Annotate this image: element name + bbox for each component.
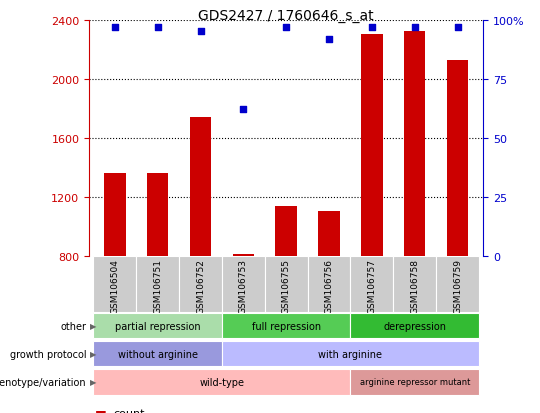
Bar [350,256,393,312]
Bar [104,173,125,256]
Bar [93,341,222,367]
Text: GSM106758: GSM106758 [410,259,419,314]
Point [239,107,248,114]
Bar [222,256,265,312]
Point [111,24,119,31]
Bar [222,341,479,367]
Point [453,24,462,31]
Bar [350,313,479,339]
Bar [93,313,222,339]
Text: GDS2427 / 1760646_s_at: GDS2427 / 1760646_s_at [198,9,374,23]
Text: wild-type: wild-type [199,377,245,387]
Text: ▶: ▶ [90,321,97,330]
Text: GSM106756: GSM106756 [325,259,334,314]
Text: growth protocol: growth protocol [10,349,86,359]
Bar [361,36,383,256]
Point [153,24,162,31]
Text: without arginine: without arginine [118,349,198,359]
Text: ■: ■ [94,407,106,413]
Text: with arginine: with arginine [319,349,382,359]
Text: GSM106759: GSM106759 [453,259,462,314]
Text: GSM106753: GSM106753 [239,259,248,314]
Bar [319,212,340,256]
Bar [393,256,436,312]
Bar [222,313,350,339]
Bar [190,118,211,256]
Bar [350,369,479,395]
Bar [308,256,350,312]
Text: GSM106757: GSM106757 [367,259,376,314]
Bar [447,60,468,256]
Text: partial repression: partial repression [115,321,200,331]
Bar [436,256,479,312]
Text: other: other [60,321,86,331]
Text: derepression: derepression [383,321,446,331]
Bar [93,369,350,395]
Text: ▶: ▶ [90,349,97,358]
Bar [179,256,222,312]
Text: GSM106752: GSM106752 [196,259,205,313]
Text: ▶: ▶ [90,377,97,387]
Point [325,36,333,43]
Bar [136,256,179,312]
Bar [275,206,297,256]
Text: arginine repressor mutant: arginine repressor mutant [360,377,470,387]
Point [196,29,205,36]
Text: full repression: full repression [252,321,321,331]
Point [368,24,376,31]
Bar [265,256,308,312]
Text: genotype/variation: genotype/variation [0,377,86,387]
Bar [93,256,136,312]
Text: GSM106751: GSM106751 [153,259,162,314]
Point [282,24,291,31]
Text: count: count [113,408,145,413]
Text: GSM106504: GSM106504 [110,259,119,313]
Point [410,24,419,31]
Bar [147,173,168,256]
Text: GSM106755: GSM106755 [282,259,291,314]
Bar [233,254,254,256]
Bar [404,32,426,256]
